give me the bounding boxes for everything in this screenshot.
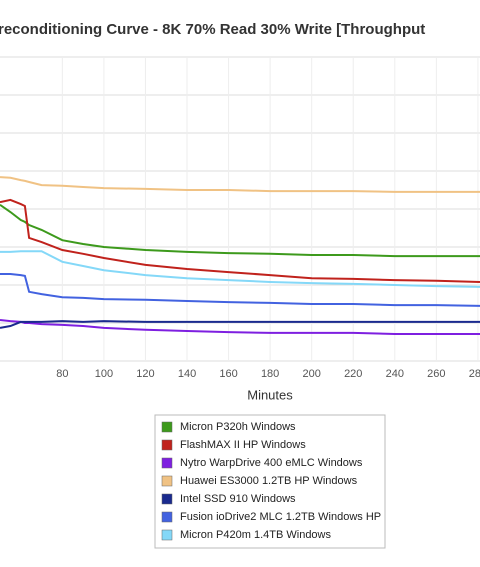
legend-label: Fusion ioDrive2 MLC 1.2TB Windows HP [180, 511, 381, 523]
x-tick-label: 280 [469, 368, 480, 380]
series-line [0, 176, 480, 193]
chart-title: reconditioning Curve - 8K 70% Read 30% W… [0, 21, 425, 38]
x-tick-label: 220 [344, 368, 362, 380]
legend-swatch [161, 457, 173, 469]
x-tick-label: 260 [427, 368, 445, 380]
legend-swatch [161, 511, 173, 523]
legend-swatch [161, 493, 173, 505]
x-tick-label: 80 [56, 368, 68, 380]
x-tick-label: 120 [136, 368, 154, 380]
x-axis-label: Minutes [247, 387, 293, 402]
legend-swatch [161, 421, 173, 433]
legend-swatch [161, 439, 173, 451]
x-tick-label: 200 [303, 368, 321, 380]
legend-swatch [161, 529, 173, 541]
legend-label: Nytro WarpDrive 400 eMLC Windows [180, 457, 363, 469]
series-line [0, 198, 480, 283]
series-line [0, 203, 480, 258]
x-tick-label: 140 [178, 368, 196, 380]
legend-box [154, 414, 386, 549]
legend-label: Intel SSD 910 Windows [180, 493, 296, 505]
x-tick-label: 180 [261, 368, 279, 380]
x-tick-label: 160 [219, 368, 237, 380]
legend-swatch [161, 475, 173, 487]
x-tick-label: 240 [386, 368, 404, 380]
legend-label: Micron P420m 1.4TB Windows [180, 529, 331, 541]
series-line [0, 273, 480, 307]
x-tick-label: 100 [95, 368, 113, 380]
series-line [0, 250, 480, 288]
legend-label: FlashMAX II HP Windows [180, 439, 306, 451]
legend-label: Micron P320h Windows [180, 421, 296, 433]
legend-label: Huawei ES3000 1.2TB HP Windows [180, 475, 358, 487]
series-line [0, 320, 480, 329]
